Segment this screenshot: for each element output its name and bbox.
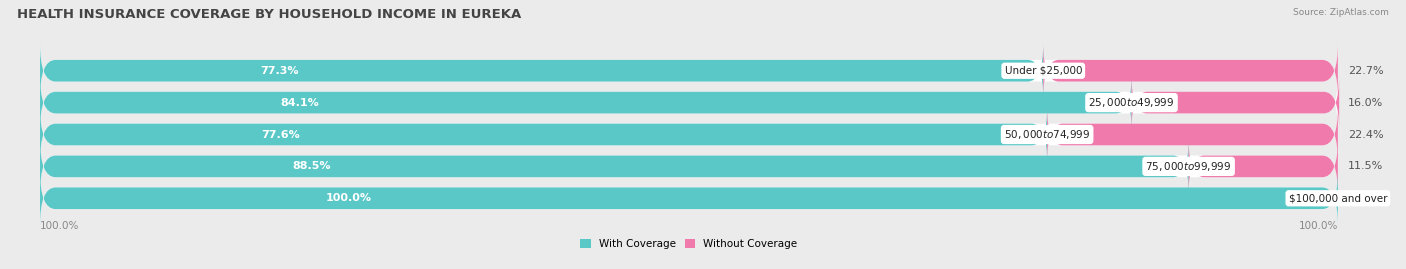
FancyBboxPatch shape: [39, 107, 1047, 162]
FancyBboxPatch shape: [39, 171, 1339, 226]
Text: $50,000 to $74,999: $50,000 to $74,999: [1004, 128, 1090, 141]
Text: 88.5%: 88.5%: [292, 161, 332, 171]
FancyBboxPatch shape: [1188, 139, 1339, 194]
Text: 100.0%: 100.0%: [1299, 221, 1339, 231]
FancyBboxPatch shape: [39, 139, 1339, 194]
FancyBboxPatch shape: [39, 171, 1339, 226]
FancyBboxPatch shape: [1132, 75, 1339, 130]
Text: 16.0%: 16.0%: [1348, 98, 1384, 108]
FancyBboxPatch shape: [39, 139, 1188, 194]
Text: $75,000 to $99,999: $75,000 to $99,999: [1146, 160, 1232, 173]
FancyBboxPatch shape: [39, 75, 1132, 130]
Text: $100,000 and over: $100,000 and over: [1289, 193, 1388, 203]
FancyBboxPatch shape: [39, 107, 1339, 162]
FancyBboxPatch shape: [39, 75, 1339, 130]
Text: 77.3%: 77.3%: [260, 66, 299, 76]
Text: 22.4%: 22.4%: [1348, 129, 1384, 140]
FancyBboxPatch shape: [1047, 107, 1339, 162]
Text: Source: ZipAtlas.com: Source: ZipAtlas.com: [1294, 8, 1389, 17]
Text: HEALTH INSURANCE COVERAGE BY HOUSEHOLD INCOME IN EUREKA: HEALTH INSURANCE COVERAGE BY HOUSEHOLD I…: [17, 8, 522, 21]
Text: 11.5%: 11.5%: [1348, 161, 1384, 171]
Text: 100.0%: 100.0%: [326, 193, 371, 203]
FancyBboxPatch shape: [39, 43, 1043, 98]
Text: 22.7%: 22.7%: [1348, 66, 1384, 76]
Text: $25,000 to $49,999: $25,000 to $49,999: [1088, 96, 1174, 109]
Text: 84.1%: 84.1%: [280, 98, 319, 108]
Legend: With Coverage, Without Coverage: With Coverage, Without Coverage: [576, 235, 801, 253]
FancyBboxPatch shape: [39, 43, 1339, 98]
Text: 77.6%: 77.6%: [262, 129, 301, 140]
FancyBboxPatch shape: [1043, 43, 1339, 98]
Text: Under $25,000: Under $25,000: [1004, 66, 1083, 76]
Text: 100.0%: 100.0%: [39, 221, 79, 231]
Text: 0.0%: 0.0%: [1348, 193, 1376, 203]
